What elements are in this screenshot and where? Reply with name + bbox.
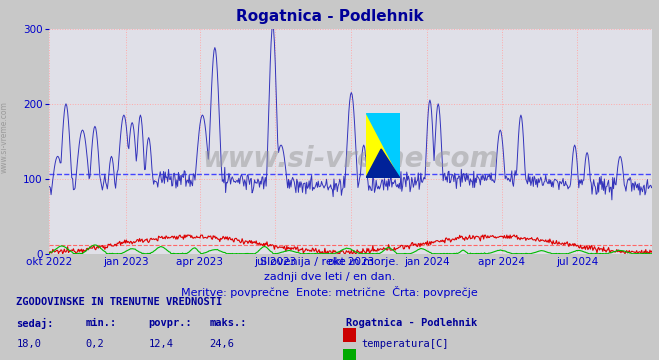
Text: ZGODOVINSKE IN TRENUTNE VREDNOSTI: ZGODOVINSKE IN TRENUTNE VREDNOSTI: [16, 297, 223, 307]
Text: Rogatnica - Podlehnik: Rogatnica - Podlehnik: [346, 318, 477, 328]
Text: Rogatnica - Podlehnik: Rogatnica - Podlehnik: [236, 9, 423, 24]
Text: min.:: min.:: [86, 318, 117, 328]
Text: www.si-vreme.com: www.si-vreme.com: [0, 101, 9, 173]
Polygon shape: [366, 113, 400, 178]
Polygon shape: [366, 149, 400, 178]
Polygon shape: [366, 113, 400, 178]
Text: www.si-vreme.com: www.si-vreme.com: [203, 145, 499, 173]
Text: Meritve: povprečne  Enote: metrične  Črta: povprečje: Meritve: povprečne Enote: metrične Črta:…: [181, 286, 478, 298]
Text: Slovenija / reke in morje.: Slovenija / reke in morje.: [260, 257, 399, 267]
Text: maks.:: maks.:: [210, 318, 247, 328]
Text: 0,2: 0,2: [86, 339, 104, 349]
Text: 24,6: 24,6: [210, 339, 235, 349]
Text: 12,4: 12,4: [148, 339, 173, 349]
Text: 18,0: 18,0: [16, 339, 42, 349]
Text: sedaj:: sedaj:: [16, 318, 54, 329]
Text: povpr.:: povpr.:: [148, 318, 192, 328]
Text: zadnji dve leti / en dan.: zadnji dve leti / en dan.: [264, 272, 395, 282]
Text: temperatura[C]: temperatura[C]: [361, 339, 449, 349]
